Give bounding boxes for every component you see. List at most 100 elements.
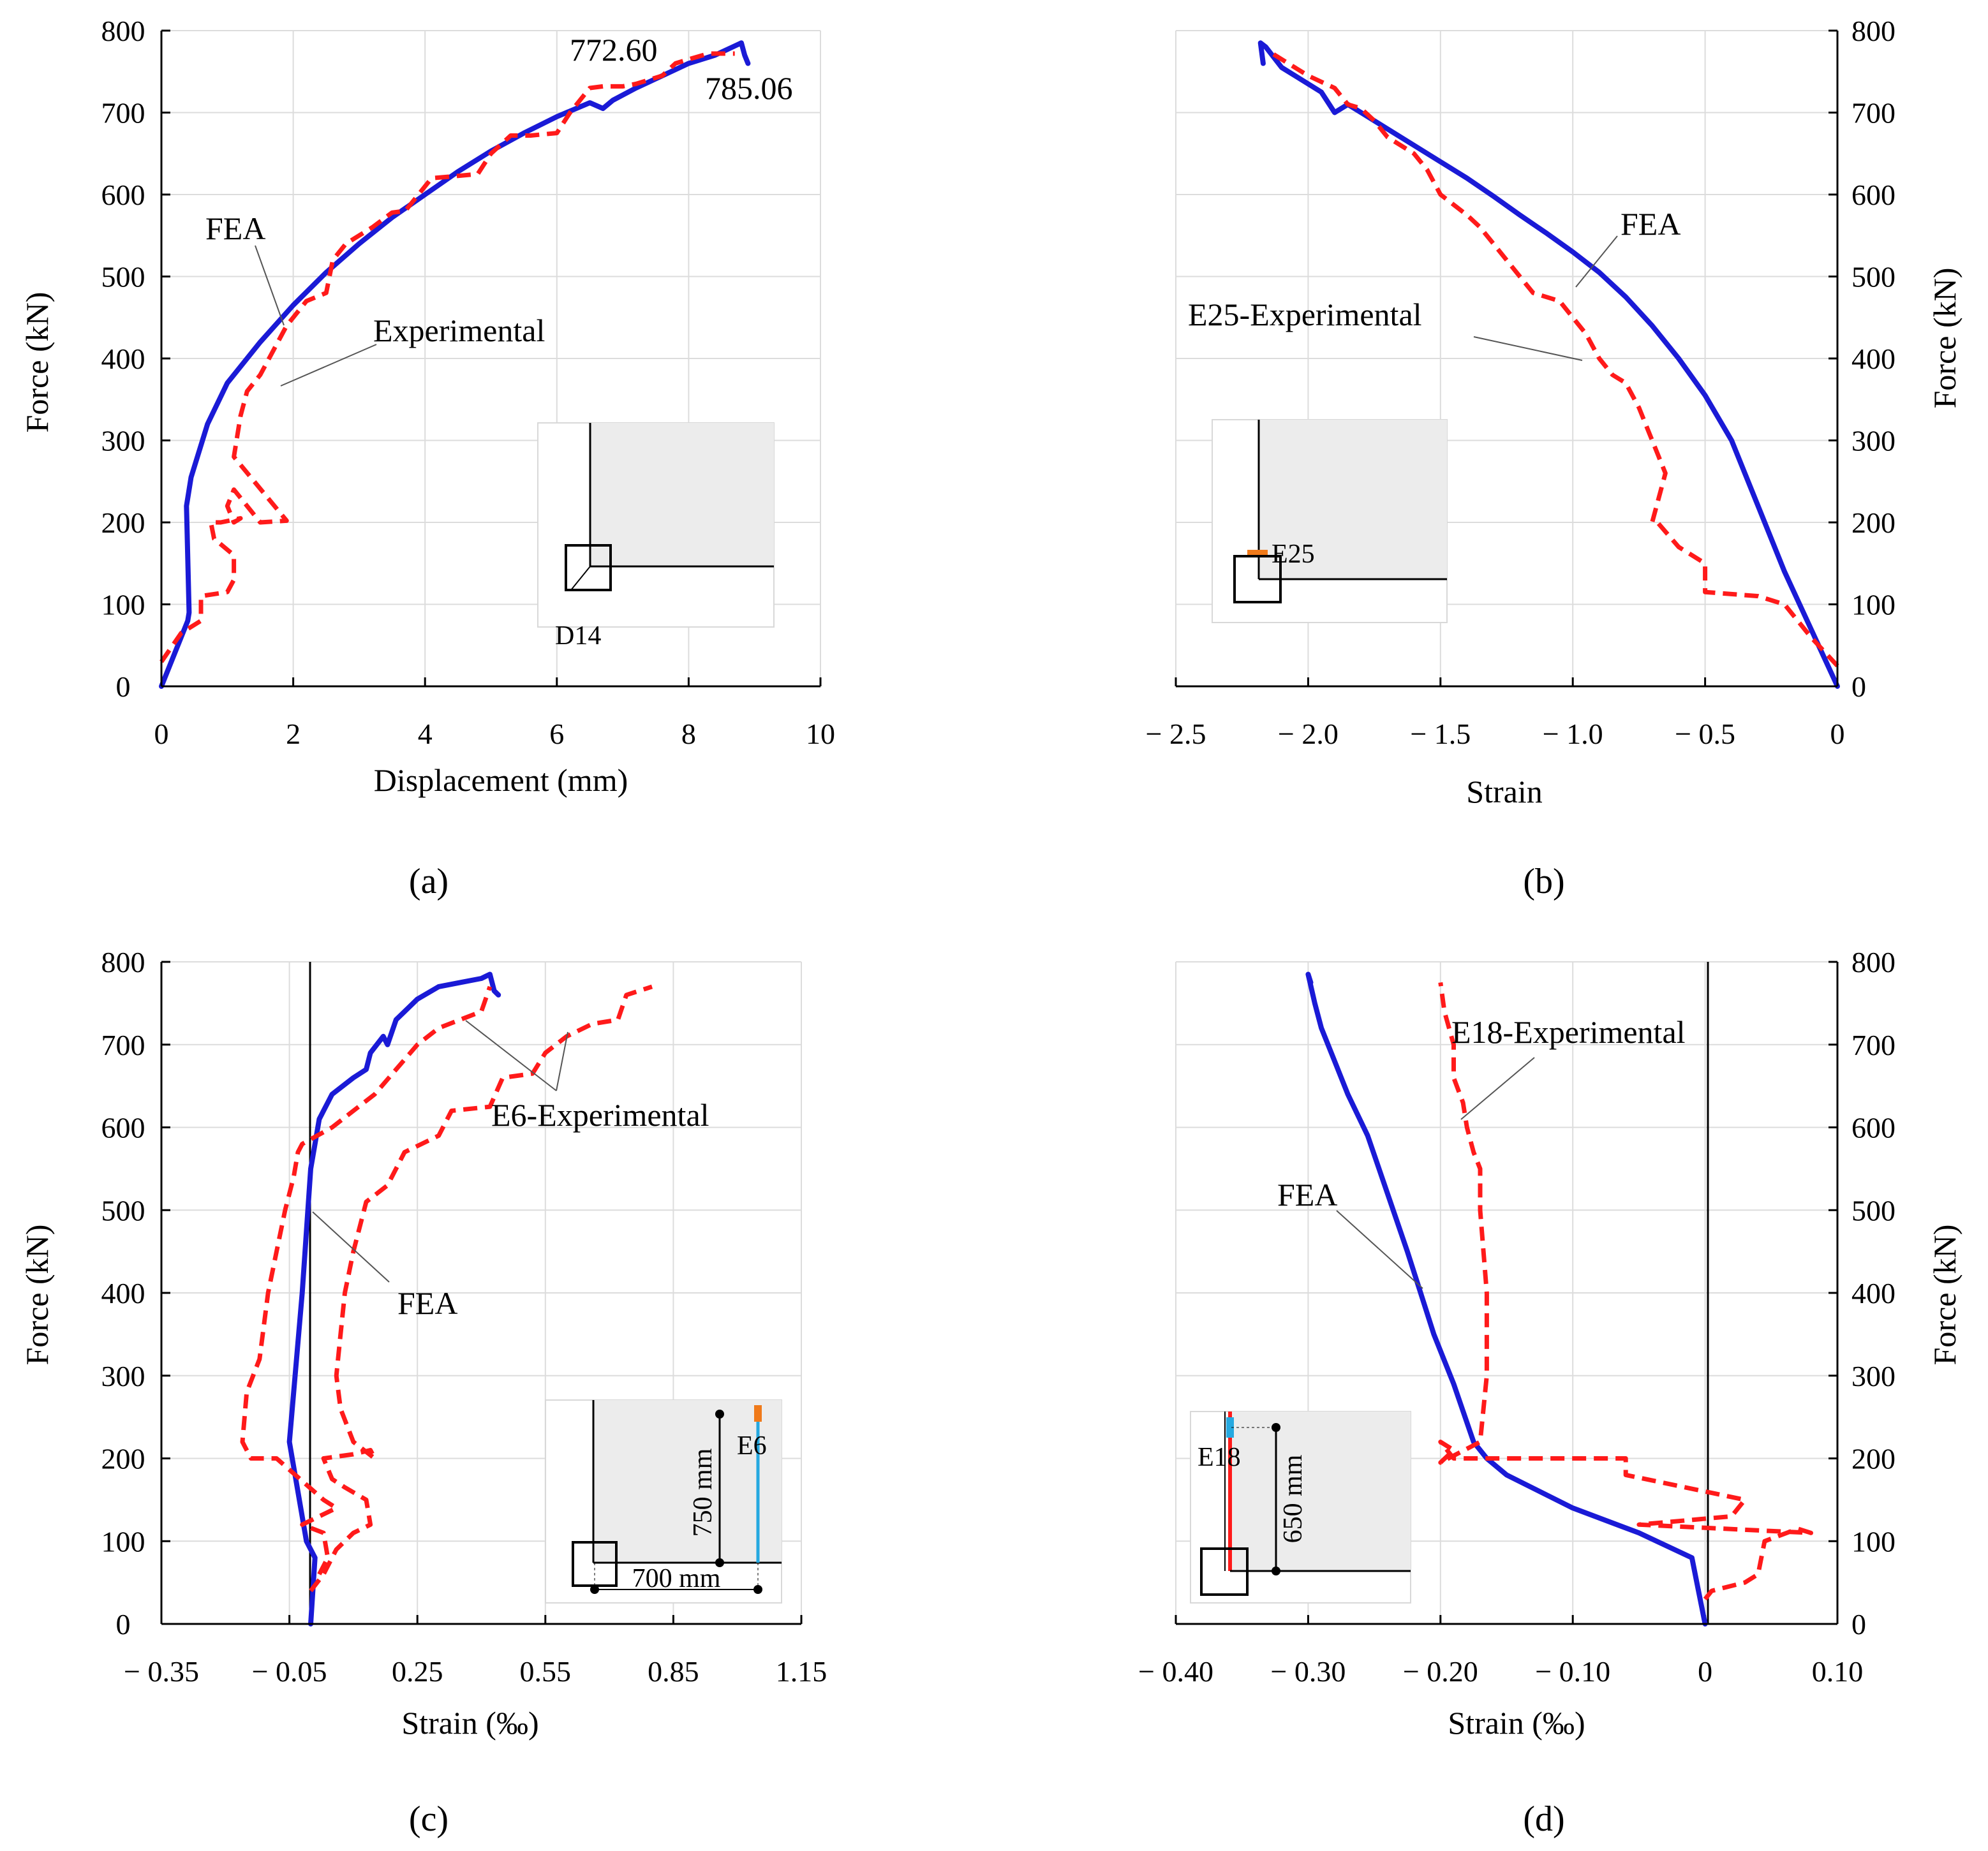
label-experimental-d: E18-Experimental — [1451, 1014, 1686, 1050]
panel-label-d: (d) — [1523, 1799, 1564, 1839]
x-tick-label-c-0: − 0.35 — [124, 1655, 199, 1688]
y-tick-label-a-8: 800 — [101, 15, 145, 47]
x-axis-label-c: Strain (‰) — [401, 1705, 538, 1741]
y-tick-label-b-6: 600 — [1851, 179, 1895, 211]
y-tick-label-b-4: 400 — [1851, 343, 1895, 375]
fea-series-d — [1305, 971, 1708, 1626]
y-tick-label-a-3: 300 — [101, 425, 145, 457]
y-tick-label-d-8: 800 — [1851, 946, 1895, 978]
y-tick-label-d-3: 300 — [1851, 1360, 1895, 1392]
y-tick-label-c-1: 100 — [101, 1525, 145, 1558]
inset-dim-650: 650 mm — [1279, 1454, 1308, 1543]
y-axis-label-c: Force (kN) — [19, 1225, 55, 1366]
series-c — [240, 971, 653, 1626]
experimental-series-d — [1438, 982, 1813, 1601]
experimental-series-c-2 — [309, 984, 653, 1593]
y-tick-label-c-7: 700 — [101, 1029, 145, 1061]
x-tick-label-d-4: 0 — [1698, 1655, 1712, 1688]
x-tick-label-d-5: 0.10 — [1812, 1655, 1864, 1688]
y-tick-label-d-4: 400 — [1851, 1277, 1895, 1309]
leader-fea-a — [255, 245, 285, 326]
label-fea-c: FEA — [397, 1285, 457, 1321]
x-tick-label-b-1: − 2.0 — [1278, 718, 1339, 750]
x-ticks-b: − 2.5 − 2.0 − 1.5 − 1.0 − 0.5 0 — [1146, 677, 1845, 750]
leader-fea-c — [312, 1211, 390, 1283]
label-experimental-a: Experimental — [373, 313, 545, 348]
leader-experimental-c1 — [465, 1020, 557, 1091]
inset-d14: D14 — [537, 422, 775, 651]
x-tick-label-a-0: 0 — [154, 718, 169, 750]
fea-series-a — [159, 40, 751, 689]
y-tick-label-a-4: 400 — [101, 343, 145, 375]
panel-a: 0 100 200 300 400 500 600 700 800 0 2 4 6 8 10 D14 FE… — [19, 15, 835, 901]
series-a — [159, 40, 751, 689]
y-tick-label-a-2: 200 — [101, 506, 145, 539]
y-tick-label-b-8: 800 — [1851, 15, 1895, 47]
panel-label-b: (b) — [1523, 862, 1564, 901]
leader-experimental-b — [1473, 336, 1583, 361]
y-tick-label-a-5: 500 — [101, 261, 145, 293]
x-tick-label-a-1: 2 — [286, 718, 300, 750]
y-tick-label-c-4: 400 — [101, 1277, 145, 1309]
x-ticks-d: − 0.40 − 0.30 − 0.20 − 0.10 0 0.10 — [1138, 1615, 1863, 1688]
y-tick-label-d-7: 700 — [1851, 1029, 1895, 1061]
panel-label-a: (a) — [409, 862, 449, 901]
inset-label-e6: E6 — [737, 1431, 767, 1461]
label-experimental-c: E6-Experimental — [491, 1097, 709, 1133]
y-tick-label-c-3: 300 — [101, 1360, 145, 1392]
inset-label-e25: E25 — [1272, 540, 1315, 569]
y-tick-label-c-6: 600 — [101, 1112, 145, 1144]
experimental-series-b — [1267, 49, 1839, 668]
panel-label-c: (c) — [409, 1799, 449, 1839]
series-d — [1305, 971, 1813, 1626]
y-tick-label-a-0: 0 — [116, 670, 131, 703]
y-tick-label-c-2: 200 — [101, 1443, 145, 1475]
x-tick-label-c-2: 0.25 — [392, 1655, 443, 1688]
label-peak-experimental: 772.60 — [570, 32, 658, 68]
axis-lines — [160, 31, 1839, 1625]
x-tick-label-d-0: − 0.40 — [1138, 1655, 1213, 1688]
leader-fea-d — [1336, 1210, 1423, 1289]
y-tick-label-a-6: 600 — [101, 179, 145, 211]
y-tick-label-b-7: 700 — [1851, 97, 1895, 129]
x-ticks-a: 0 2 4 6 8 10 — [154, 677, 835, 750]
y-tick-label-c-0: 0 — [116, 1608, 131, 1641]
y-tick-label-d-6: 600 — [1851, 1112, 1895, 1144]
label-experimental-b: E25-Experimental — [1188, 297, 1422, 332]
inset-e25: E25 — [1212, 419, 1448, 623]
x-tick-label-c-5: 1.15 — [776, 1655, 827, 1688]
leader-fea-b — [1575, 235, 1618, 288]
x-tick-label-a-2: 4 — [418, 718, 433, 750]
series-b — [1257, 40, 1840, 689]
y-ticks-d: 0 100 200 300 400 500 600 700 800 — [1829, 946, 1895, 1641]
y-tick-label-a-7: 700 — [101, 97, 145, 129]
inset-e18: E18 650 mm — [1190, 1411, 1411, 1604]
y-axis-label-a: Force (kN) — [19, 292, 55, 433]
y-tick-label-d-2: 200 — [1851, 1443, 1895, 1475]
leader-experimental-c2 — [556, 1031, 568, 1091]
x-tick-label-b-2: − 1.5 — [1410, 718, 1471, 750]
x-tick-label-c-4: 0.85 — [648, 1655, 699, 1688]
x-tick-label-c-3: 0.55 — [520, 1655, 572, 1688]
y-tick-label-b-2: 200 — [1851, 506, 1895, 539]
y-tick-label-b-5: 500 — [1851, 261, 1895, 293]
x-tick-label-b-0: − 2.5 — [1146, 718, 1206, 750]
experimental-series-c-1 — [240, 985, 493, 1575]
x-tick-label-d-3: − 0.10 — [1535, 1655, 1610, 1688]
panel-c: 0 100 200 300 400 500 600 700 800 − 0.35 − 0.05 0.… — [19, 946, 827, 1839]
leader-experimental-d — [1460, 1057, 1535, 1120]
x-tick-label-a-3: 6 — [549, 718, 564, 750]
panel-b: 0 100 200 300 400 500 600 700 800 − 2.5 − 2.0 − 1.… — [1146, 15, 1962, 901]
x-axis-label-b: Strain — [1466, 774, 1542, 809]
y-tick-label-c-5: 500 — [101, 1194, 145, 1227]
label-fea-a: FEA — [205, 210, 265, 246]
y-tick-label-b-3: 300 — [1851, 425, 1895, 457]
x-tick-label-a-4: 8 — [681, 718, 696, 750]
y-tick-label-a-1: 100 — [101, 589, 145, 621]
x-tick-label-b-5: 0 — [1830, 718, 1845, 750]
inset-label-d14: D14 — [555, 621, 601, 651]
fea-series-b — [1257, 40, 1840, 689]
x-ticks-c: − 0.35 − 0.05 0.25 0.55 0.85 1.15 — [124, 1615, 827, 1688]
